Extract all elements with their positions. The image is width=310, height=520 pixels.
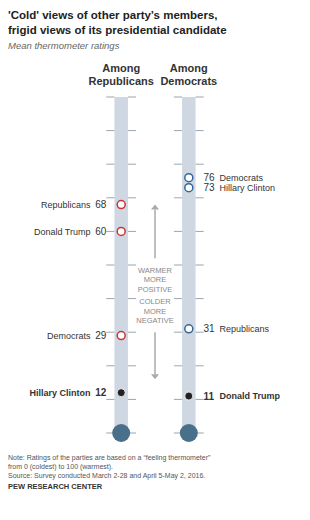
svg-text:76: 76: [203, 172, 215, 183]
svg-text:73: 73: [204, 182, 216, 193]
svg-text:Democrats: Democrats: [47, 331, 91, 341]
svg-text:60: 60: [95, 226, 107, 237]
svg-text:Republicans: Republicans: [220, 324, 270, 334]
svg-text:AmongDemocrats: AmongDemocrats: [160, 62, 217, 87]
html-text:PEW RESEARCH CENTER: PEW RESEARCH CENTER: [8, 482, 103, 492]
svg-text:AmongRepublicans: AmongRepublicans: [88, 62, 153, 87]
svg-text:11: 11: [204, 390, 215, 401]
html-text:'Cold' views of other party’s: 'Cold' views of other party’s members, f…: [8, 9, 227, 36]
svg-text:COLDERMORENEGATIVE: COLDERMORENEGATIVE: [136, 297, 173, 326]
html-text:Note: Ratings of the parties a: Note: Ratings of the parties are based o…: [8, 453, 211, 480]
svg-text:29: 29: [95, 330, 107, 341]
svg-text:Republicans: Republicans: [41, 200, 91, 210]
svg-text:Hillary Clinton: Hillary Clinton: [220, 183, 276, 193]
svg-text:Hillary Clinton: Hillary Clinton: [29, 388, 90, 398]
svg-text:68: 68: [95, 199, 107, 210]
svg-text:Donald Trump: Donald Trump: [220, 391, 281, 401]
svg-text:Democrats: Democrats: [220, 173, 264, 183]
svg-text:WARMERMOREPOSITIVE: WARMERMOREPOSITIVE: [138, 265, 173, 294]
svg-text:Donald Trump: Donald Trump: [34, 226, 91, 236]
svg-text:31: 31: [204, 323, 216, 334]
html-text:Mean thermometer ratings: Mean thermometer ratings: [8, 39, 120, 51]
svg-text:12: 12: [95, 387, 107, 398]
